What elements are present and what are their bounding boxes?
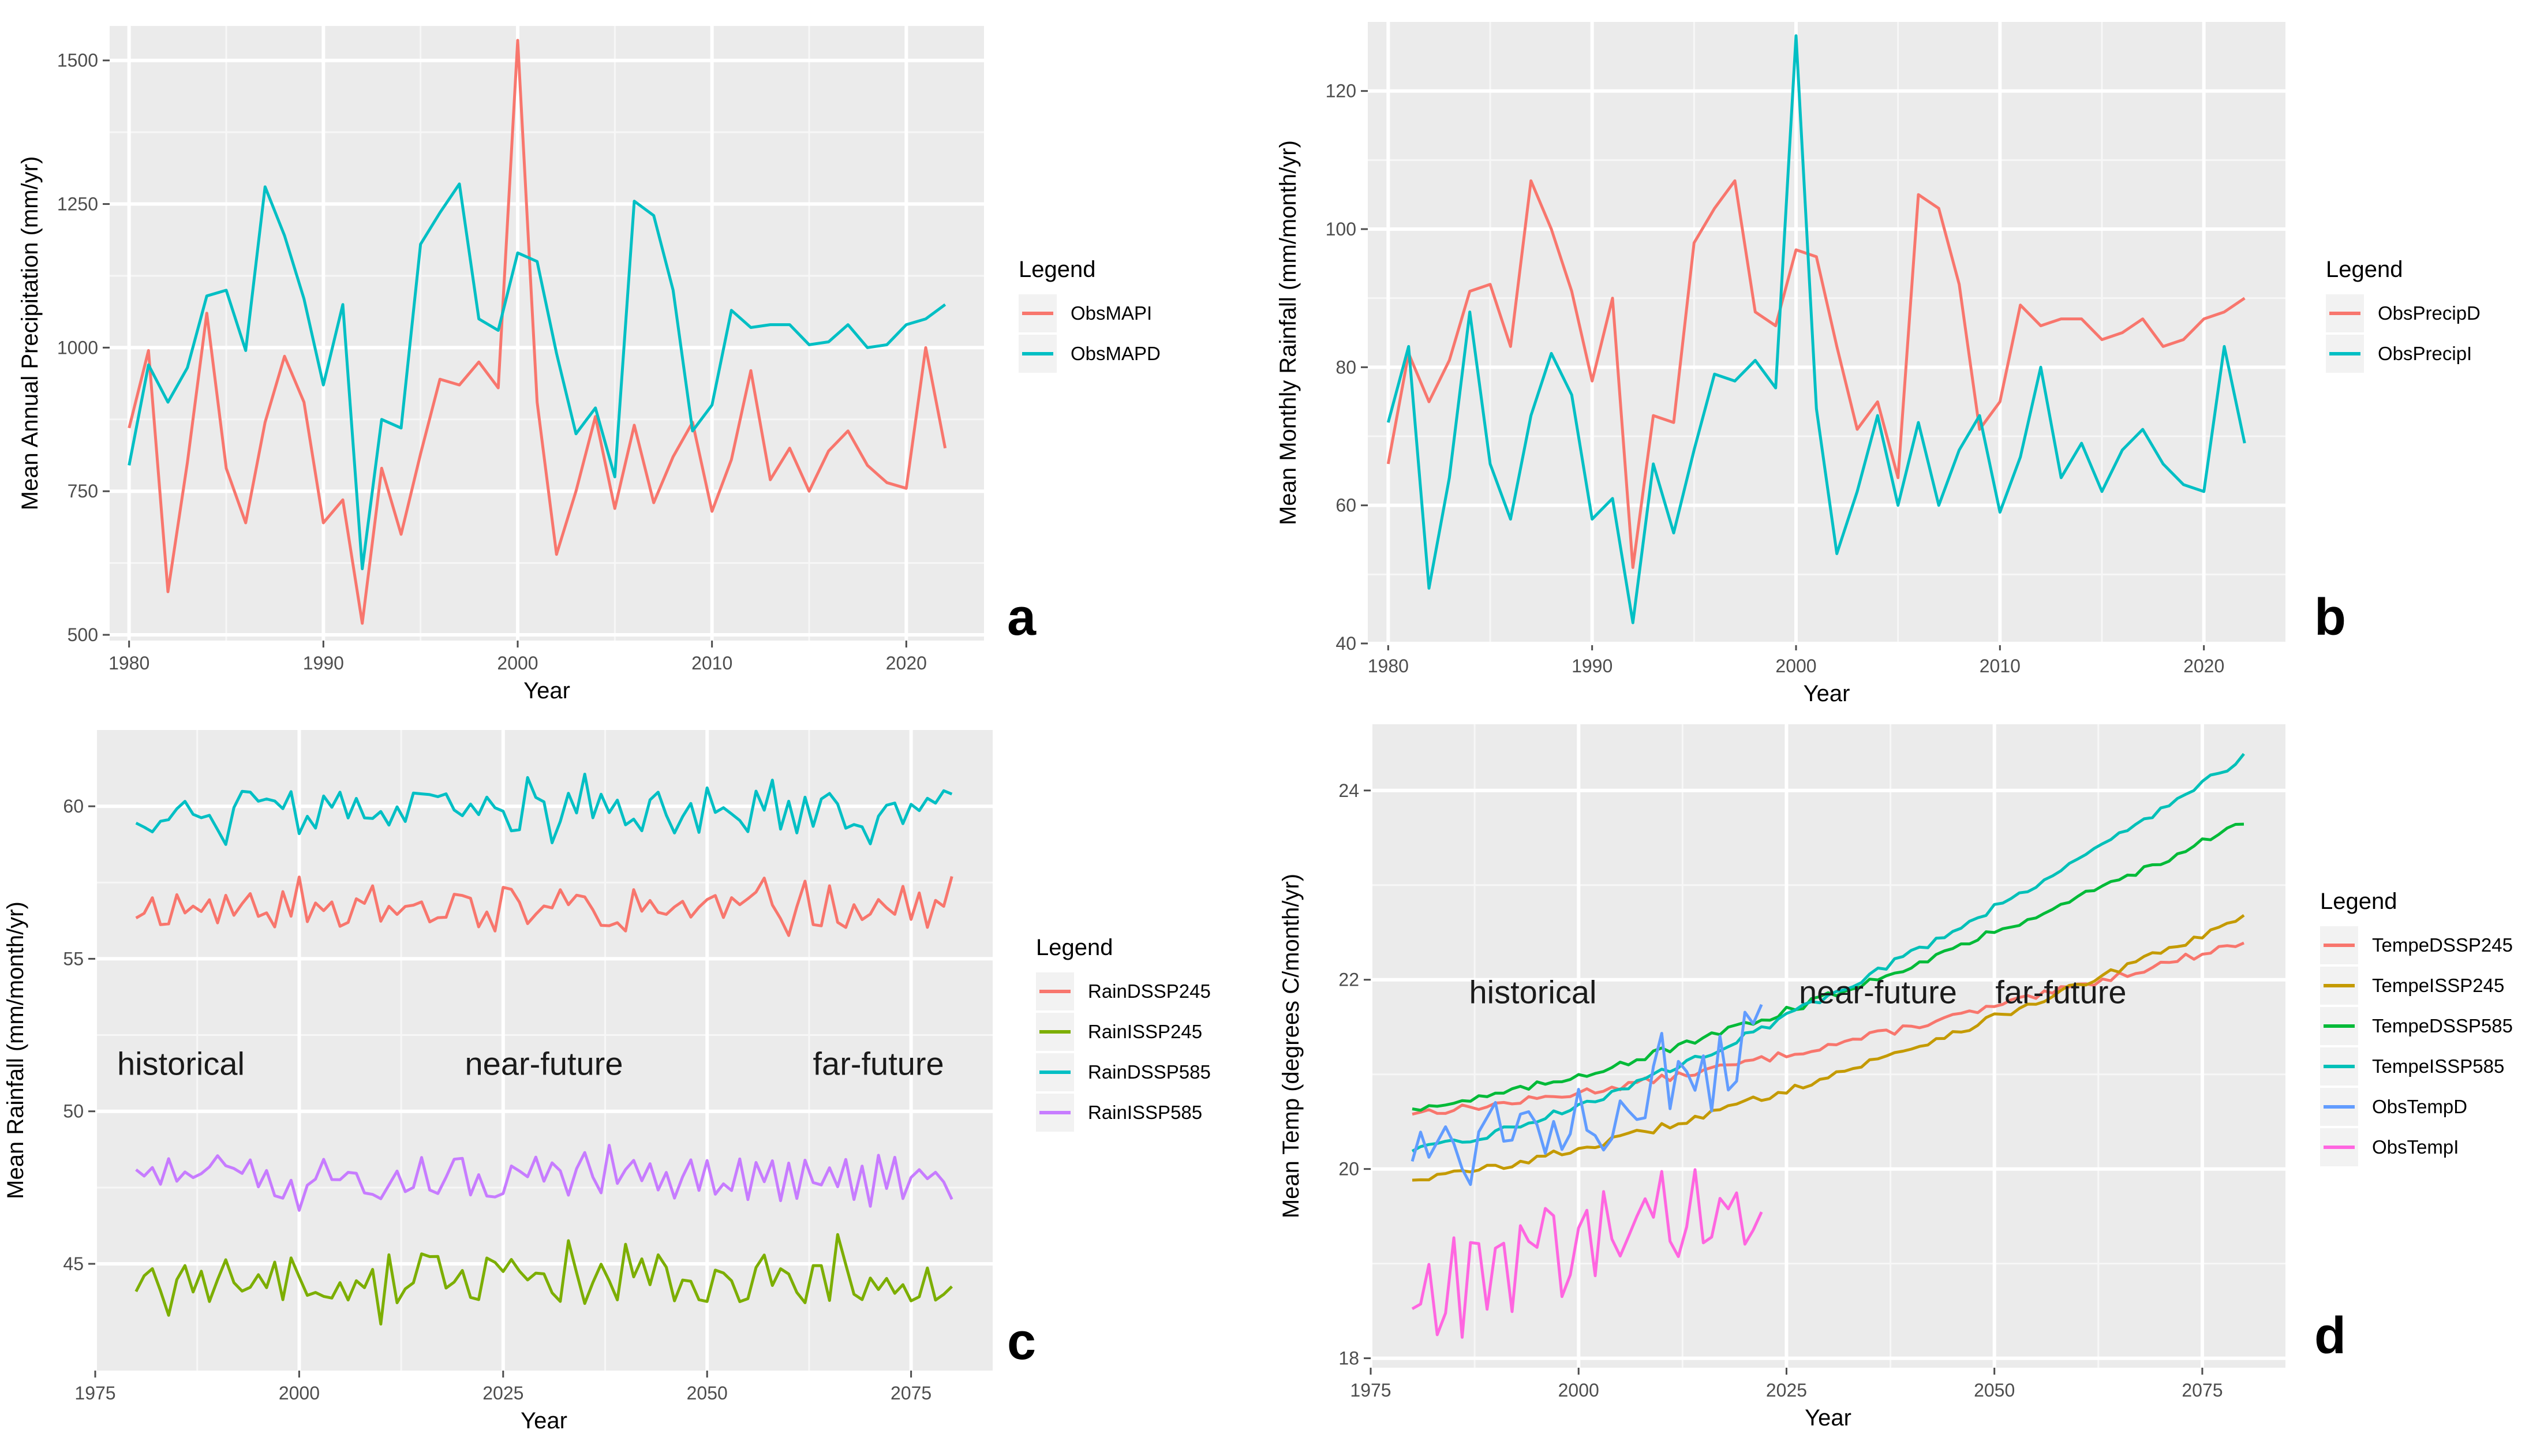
panel-b: 1980 1990 2000 2010 2020 40 60 80 100 120 Year Mean… xyxy=(1275,22,2481,706)
legend-label-RainISSP585: RainISSP585 xyxy=(1088,1102,1202,1123)
series-line-ObsPrecipD xyxy=(1386,179,2246,569)
x-tick-label: 1990 xyxy=(303,653,344,673)
annotation-far-future: far-future xyxy=(813,1045,944,1081)
series-line-RainDSSP245 xyxy=(135,875,953,937)
legend-label-TempeISSP585: TempeISSP585 xyxy=(2372,1055,2504,1077)
legend-label-ObsTempI: ObsTempI xyxy=(2372,1136,2459,1158)
x-tick-label: 2010 xyxy=(691,653,732,673)
series-line-TempeDSSP245 xyxy=(1412,941,2245,1116)
panel-label: b xyxy=(2314,589,2346,646)
x-tick-label: 1980 xyxy=(109,653,149,673)
y-tick-label: 100 xyxy=(1326,219,1356,239)
annotation-historical: historical xyxy=(117,1045,245,1081)
x-tick-label: 2050 xyxy=(1974,1380,2015,1401)
legend-label-RainDSSP585: RainDSSP585 xyxy=(1088,1061,1211,1083)
y-tick-label: 500 xyxy=(68,624,98,645)
x-tick-label: 1980 xyxy=(1368,656,1409,676)
legend-title: Legend xyxy=(1036,935,1113,960)
x-tick-label: 2075 xyxy=(2182,1380,2223,1401)
y-tick-label: 20 xyxy=(1338,1159,1359,1180)
y-tick-label: 50 xyxy=(63,1101,84,1122)
y-tick-label: 750 xyxy=(68,481,98,501)
y-axis-title: Mean Annual Precipitation (mm/yr) xyxy=(17,156,43,511)
y-axis-title: Mean Rainfall (mm/month/yr) xyxy=(3,901,28,1199)
x-tick-label: 2020 xyxy=(2183,656,2224,676)
annotation-near-future: near-future xyxy=(1799,974,1957,1010)
x-tick-label: 2000 xyxy=(279,1383,320,1403)
panel-d: 1975 2000 2025 2050 2075 18 20 22 24 Year Mean Tem… xyxy=(1278,724,2513,1431)
x-axis-title: Year xyxy=(521,1408,567,1433)
x-tick-label: 2010 xyxy=(1980,656,2021,676)
series-line-ObsTempD xyxy=(1411,1004,1763,1186)
x-tick-label: 2025 xyxy=(482,1383,523,1403)
series-line-ObsPrecipI xyxy=(1386,34,2246,624)
legend-label-ObsTempD: ObsTempD xyxy=(2372,1096,2467,1117)
x-tick-label: 2000 xyxy=(497,653,538,673)
legend-label-ObsMAPI: ObsMAPI xyxy=(1071,302,1152,324)
legend: Legend ObsPrecipD ObsPrecipI xyxy=(2326,257,2481,373)
y-tick-label: 22 xyxy=(1338,970,1359,990)
y-tick-label: 40 xyxy=(1335,633,1356,654)
legend-title: Legend xyxy=(2326,257,2403,282)
y-tick-label: 1250 xyxy=(57,194,98,215)
series-line-TempeISSP245 xyxy=(1412,914,2245,1182)
legend-label-TempeISSP245: TempeISSP245 xyxy=(2372,975,2504,996)
y-tick-label: 24 xyxy=(1338,780,1359,801)
legend-label-TempeDSSP585: TempeDSSP585 xyxy=(2372,1015,2513,1036)
y-tick-label: 60 xyxy=(1335,495,1356,516)
legend-label-RainDSSP245: RainDSSP245 xyxy=(1088,980,1211,1002)
x-tick-label: 1990 xyxy=(1572,656,1613,676)
panel-a: 1980 1990 2000 2010 2020 500 750 1000 1250 1500 Ye… xyxy=(17,26,1161,703)
legend: Legend RainDSSP245 RainISSP245 RainDSSP585 R… xyxy=(1036,935,1211,1132)
series-line-TempeDSSP585 xyxy=(1412,822,2244,1112)
y-tick-label: 120 xyxy=(1326,81,1356,102)
x-tick-label: 1975 xyxy=(74,1383,115,1403)
legend: Legend ObsMAPI ObsMAPD xyxy=(1019,257,1161,373)
series-line-ObsMAPI xyxy=(128,39,947,625)
panel-label: c xyxy=(1007,1313,1036,1371)
panel-c: 1975 2000 2025 2050 2075 45 50 55 60 Year Mean Rai… xyxy=(3,730,1211,1433)
y-axis-title: Mean Monthly Rainfall (mm/month/yr) xyxy=(1275,140,1301,525)
y-tick-label: 18 xyxy=(1338,1348,1359,1369)
annotation-far-future: far-future xyxy=(1995,974,2126,1010)
legend-label-ObsMAPD: ObsMAPD xyxy=(1071,343,1161,364)
x-tick-label: 2075 xyxy=(891,1383,931,1403)
x-tick-label: 2020 xyxy=(886,653,927,673)
legend-title: Legend xyxy=(2320,889,2397,914)
y-tick-label: 1000 xyxy=(57,337,98,358)
y-axis-title: Mean Temp (degrees C/month/yr) xyxy=(1278,874,1304,1218)
legend-label-TempeDSSP245: TempeDSSP245 xyxy=(2372,934,2513,956)
panel-label: a xyxy=(1007,589,1037,646)
legend-title: Legend xyxy=(1019,257,1095,282)
x-tick-label: 2000 xyxy=(1558,1380,1599,1401)
x-tick-label: 2050 xyxy=(687,1383,728,1403)
series-line-RainISSP245 xyxy=(134,1233,953,1326)
series-line-RainISSP585 xyxy=(135,1144,953,1212)
x-axis-title: Year xyxy=(523,678,570,703)
x-axis-title: Year xyxy=(1805,1405,1851,1431)
x-tick-label: 2000 xyxy=(1775,656,1816,676)
annotation-near-future: near-future xyxy=(465,1045,623,1081)
x-tick-label: 2025 xyxy=(1766,1380,1807,1401)
series-line-ObsTempI xyxy=(1411,1168,1763,1339)
series-line-RainDSSP585 xyxy=(135,773,953,846)
series-line-TempeISSP585 xyxy=(1411,753,2245,1152)
y-tick-label: 60 xyxy=(63,796,84,817)
legend: Legend TempeDSSP245 TempeISSP245 TempeDSSP5… xyxy=(2320,889,2513,1166)
panel-label: d xyxy=(2314,1307,2346,1365)
y-tick-label: 1500 xyxy=(57,50,98,71)
series-line-ObsMAPD xyxy=(128,182,946,571)
legend-label-RainISSP245: RainISSP245 xyxy=(1088,1021,1202,1042)
y-tick-label: 80 xyxy=(1335,357,1356,377)
legend-label-ObsPrecipI: ObsPrecipI xyxy=(2378,343,2472,364)
plot-background xyxy=(1368,22,2285,643)
y-tick-label: 55 xyxy=(63,948,84,969)
y-tick-label: 45 xyxy=(63,1253,84,1274)
annotation-historical: historical xyxy=(1469,974,1596,1010)
legend-label-ObsPrecipD: ObsPrecipD xyxy=(2378,302,2481,324)
x-tick-label: 1975 xyxy=(1350,1380,1391,1401)
x-axis-title: Year xyxy=(1804,681,1850,706)
